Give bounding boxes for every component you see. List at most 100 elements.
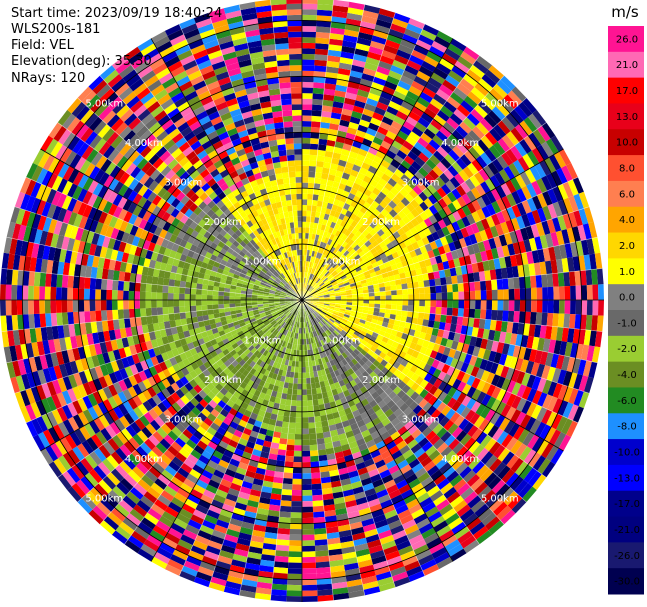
ppi-gate — [302, 70, 314, 77]
ppi-gate — [416, 352, 425, 361]
ppi-gate — [552, 201, 563, 217]
ppi-gate — [478, 78, 493, 93]
ppi-gate — [308, 416, 315, 423]
ppi-gate — [578, 208, 589, 225]
ppi-gate — [424, 173, 435, 184]
ppi-gate — [333, 198, 341, 206]
ppi-gate — [504, 232, 513, 245]
ppi-gate — [411, 160, 422, 172]
ppi-gate — [357, 240, 365, 248]
ppi-gate — [562, 402, 574, 419]
ppi-gate — [473, 171, 485, 185]
ppi-gate — [337, 252, 344, 259]
ppi-gate — [419, 388, 429, 399]
ppi-gate — [360, 180, 370, 189]
ppi-gate — [354, 230, 362, 238]
ppi-gate — [310, 216, 316, 223]
ppi-gate — [334, 141, 344, 149]
ppi-gate — [480, 280, 487, 291]
ppi-gate — [292, 473, 302, 479]
ppi-gate — [349, 257, 357, 264]
ppi-gate — [361, 236, 369, 244]
ppi-gate — [433, 201, 443, 212]
ppi-gate — [419, 211, 429, 221]
ppi-gate — [501, 391, 512, 405]
ppi-gate — [486, 290, 493, 300]
ppi-gate — [474, 252, 483, 263]
ppi-gate — [39, 286, 46, 300]
ppi-gate — [275, 550, 289, 557]
ppi-gate — [323, 316, 330, 322]
ppi-gate — [532, 109, 547, 126]
ppi-gate — [302, 3, 318, 10]
ppi-gate — [318, 314, 324, 319]
ppi-gate — [493, 236, 502, 248]
ppi-gate — [316, 20, 332, 28]
ppi-gate — [506, 321, 514, 334]
ppi-gate — [360, 243, 368, 251]
ppi-gate — [366, 183, 376, 193]
ppi-gate — [429, 240, 438, 250]
ppi-gate — [427, 366, 437, 376]
ppi-gate — [471, 428, 483, 441]
ppi-gate — [427, 249, 435, 259]
ppi-gate — [578, 391, 590, 409]
ppi-gate — [466, 113, 480, 126]
ppi-gate — [393, 182, 403, 192]
ppi-gate — [333, 0, 350, 8]
ppi-gate — [357, 300, 364, 304]
ppi-gate — [89, 300, 96, 312]
ppi-gate — [484, 454, 498, 469]
ppi-gate — [365, 342, 373, 350]
ppi-gate — [508, 300, 515, 312]
ppi-gate — [413, 358, 422, 368]
ppi-gate — [406, 378, 416, 388]
ppi-gate — [422, 187, 433, 198]
ppi-gate — [577, 359, 587, 376]
ppi-gate — [406, 179, 417, 190]
ppi-gate — [349, 313, 356, 318]
ppi-gate — [469, 412, 481, 425]
ppi-gate — [517, 428, 530, 444]
ppi-gate — [463, 95, 478, 109]
ppi-gate — [371, 81, 385, 92]
ppi-gate — [484, 227, 494, 240]
ppi-gate — [385, 149, 397, 160]
ppi-gate — [418, 152, 430, 163]
ppi-gate — [311, 205, 317, 212]
ppi-gate — [331, 254, 338, 261]
ppi-gate — [325, 208, 332, 215]
ppi-gate — [353, 320, 360, 325]
ppi-gate — [393, 273, 401, 281]
ppi-gate — [310, 461, 320, 468]
ppi-gate — [423, 128, 436, 140]
ppi-gate — [347, 338, 355, 345]
ppi-gate — [536, 439, 549, 456]
ppi-gate — [335, 317, 342, 323]
ppi-gate — [427, 320, 435, 328]
ppi-gate — [345, 272, 352, 278]
ppi-gate — [456, 196, 467, 208]
ppi-gate — [311, 121, 321, 128]
ppi-gate — [521, 213, 531, 228]
ppi-gate — [528, 324, 536, 337]
ppi-gate — [358, 148, 368, 157]
ppi-gate — [292, 389, 298, 395]
ppi-gate — [307, 267, 311, 273]
ppi-gate — [358, 233, 366, 241]
ppi-gate — [308, 171, 316, 178]
ppi-gate — [325, 185, 333, 192]
ppi-gate — [341, 256, 348, 263]
ppi-gate — [403, 155, 415, 166]
ppi-gate — [316, 200, 323, 207]
ppi-gate — [431, 231, 440, 241]
ppi-gate — [296, 406, 302, 412]
ppi-gate — [283, 472, 293, 479]
ppi-gate — [563, 386, 574, 403]
ppi-gate — [344, 29, 359, 38]
ppi-gate — [332, 181, 340, 189]
ppi-gate — [503, 289, 509, 300]
ppi-gate — [333, 264, 340, 271]
ppi-gate — [340, 306, 347, 310]
ppi-gate — [475, 431, 488, 445]
